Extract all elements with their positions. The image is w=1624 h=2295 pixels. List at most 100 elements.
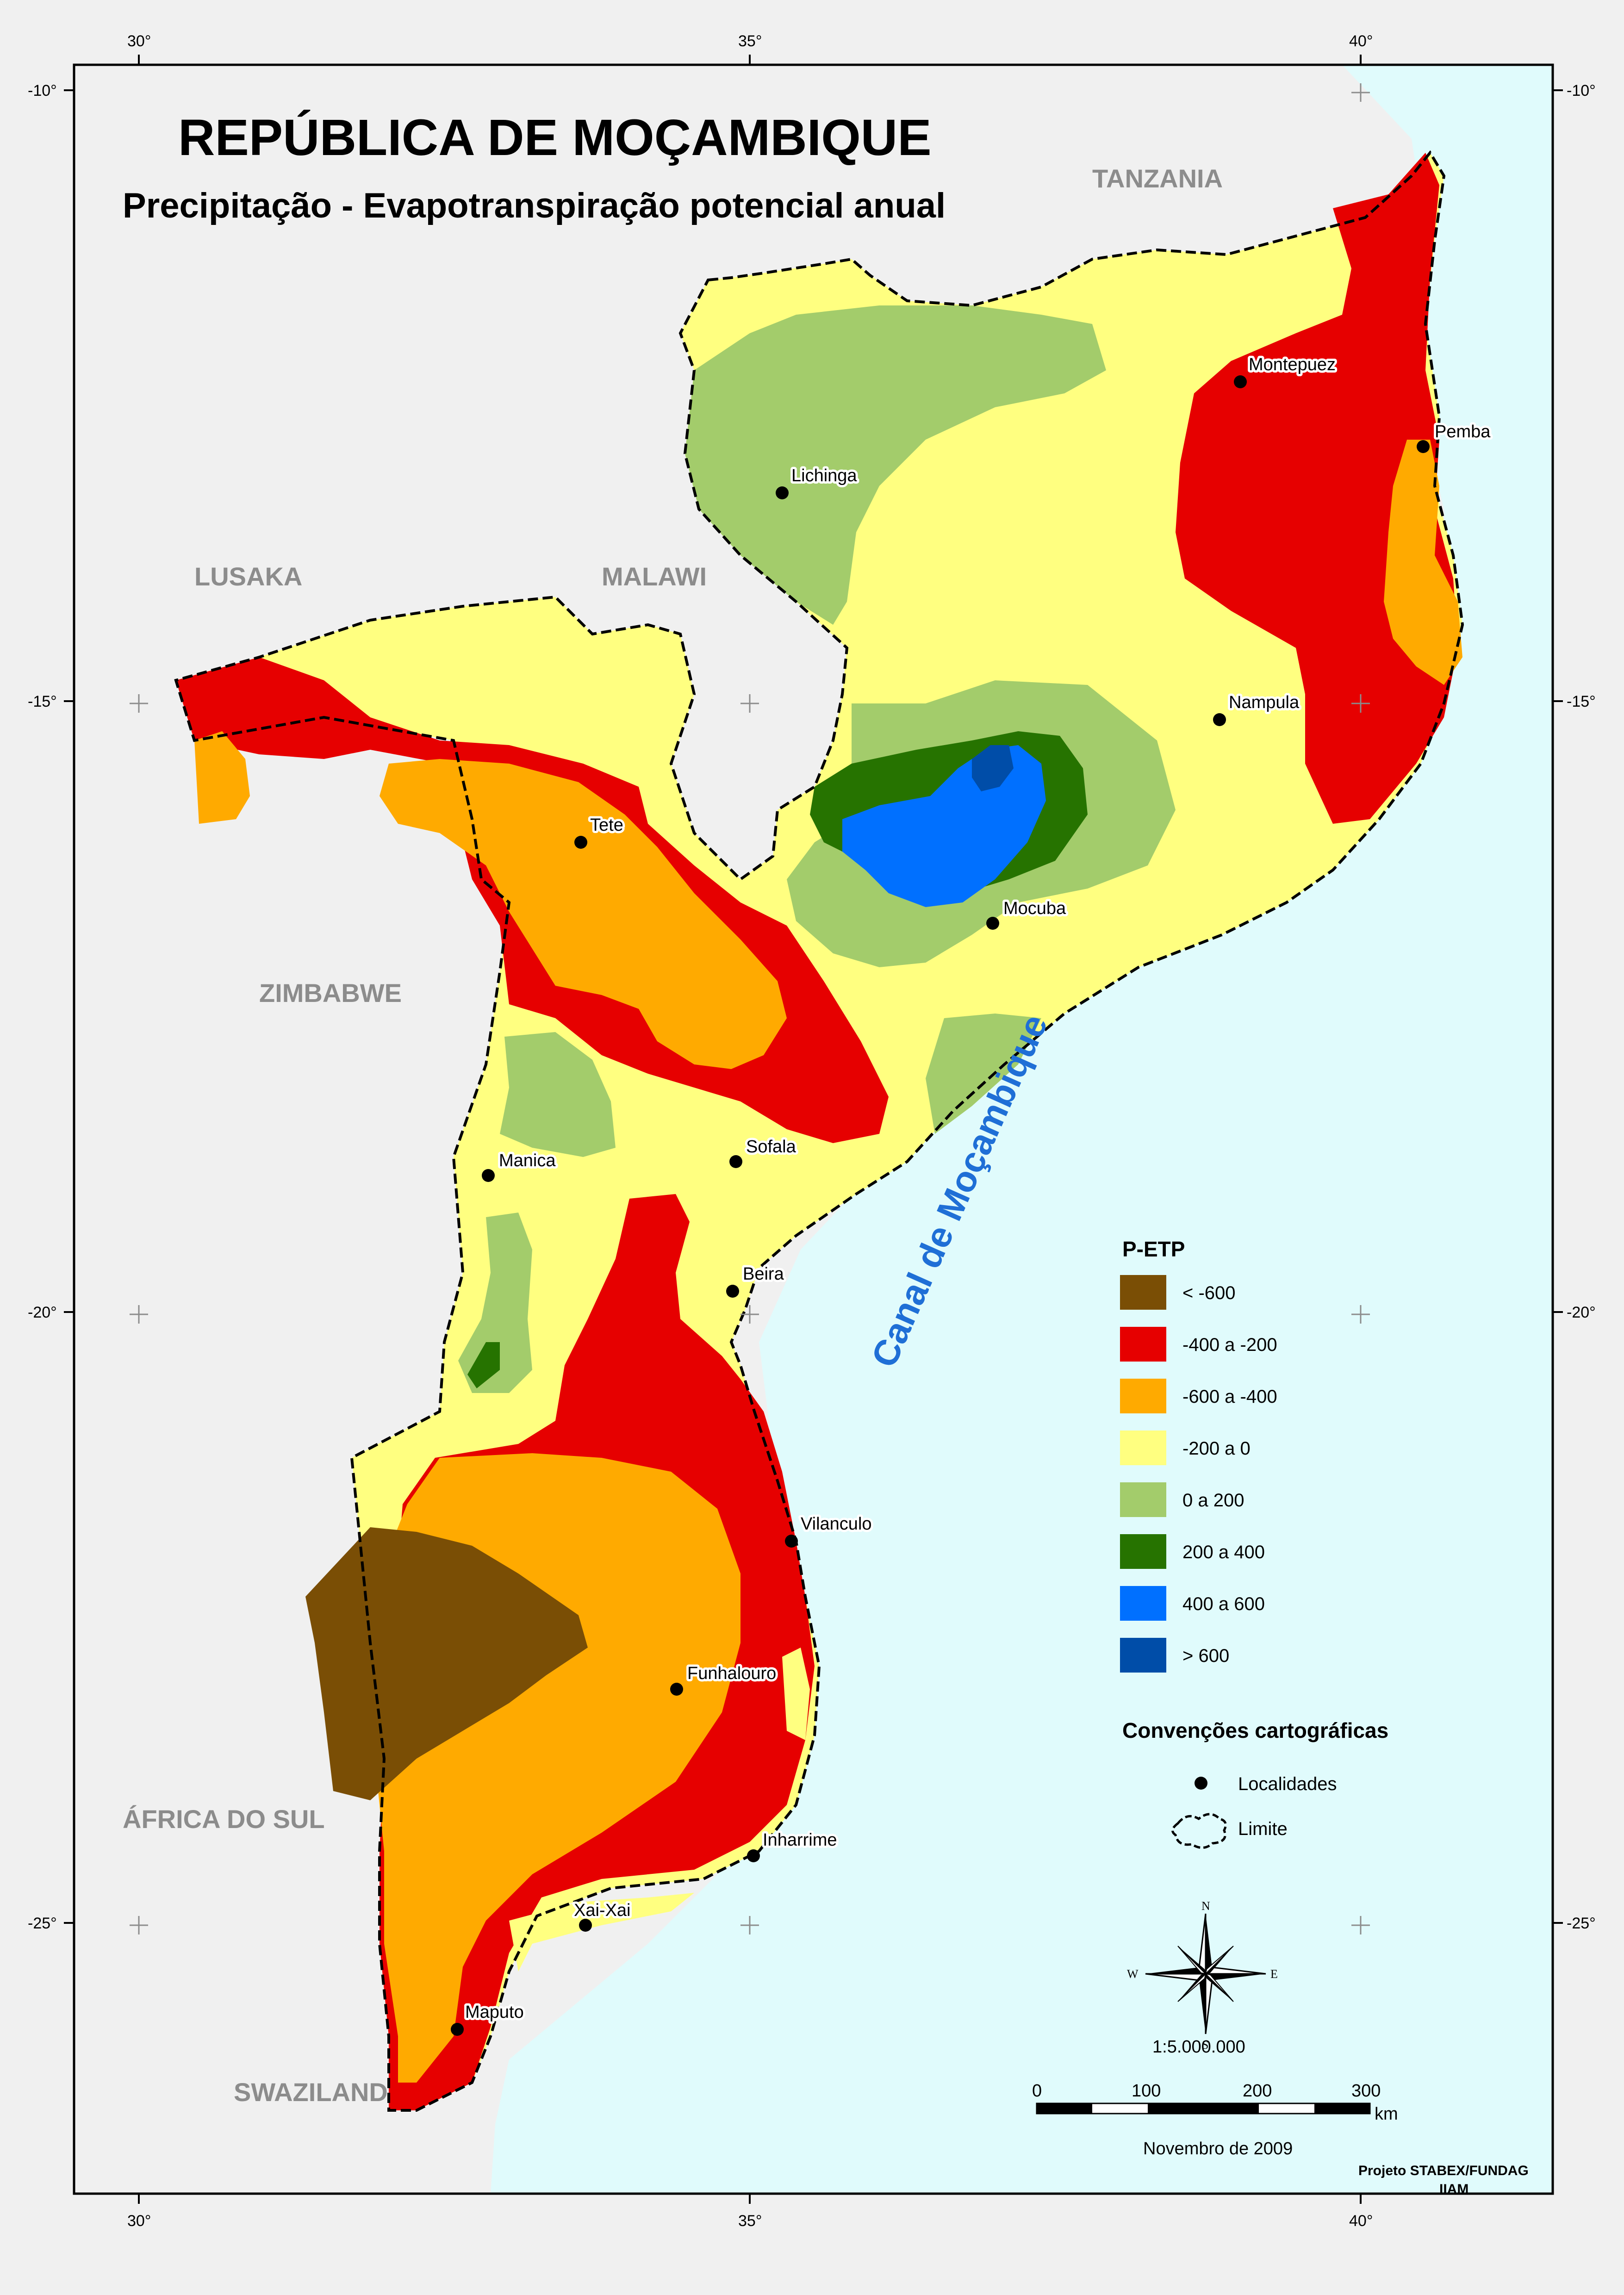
zone-minus200-0-funhalouro: [782, 1648, 810, 1740]
lat-tick-left-15: -15°: [28, 693, 57, 710]
city-dot-nampula: [1213, 713, 1226, 726]
city-label-maputo: Maputo: [465, 2003, 524, 2022]
scale-ratio: 1:5.000.000: [1152, 2037, 1245, 2057]
lon-tick-top-30: 30°: [127, 32, 151, 50]
city-label-tete: Tete: [590, 815, 623, 835]
legend-swatch: [1120, 1327, 1166, 1362]
city-dot-funhalouro: [670, 1683, 683, 1696]
city-dot-montepuez: [1234, 375, 1247, 388]
legend-label: -600 a -400: [1182, 1387, 1277, 1407]
country-label-malawi: MALAWI: [602, 562, 707, 591]
city-dot-tete: [574, 836, 587, 849]
city-dot-maputo: [451, 2023, 464, 2036]
country-label-lusaka: LUSAKA: [194, 562, 302, 591]
lat-tick-right-25: -25°: [1567, 1915, 1596, 1932]
conventions-title: Convenções cartográficas: [1122, 1718, 1388, 1742]
compass-rose-icon: N S E W: [1127, 1899, 1278, 2052]
lon-tick-top-35: 35°: [738, 32, 762, 50]
lon-tick-bottom-40: 40°: [1349, 2212, 1373, 2230]
graticule: [130, 83, 1370, 1934]
city-label-sofala: Sofala: [746, 1137, 796, 1157]
legend-label: > 600: [1182, 1646, 1229, 1666]
city-dot-pemba: [1417, 440, 1430, 453]
legend-swatch: [1120, 1586, 1166, 1621]
city-dot-inharrime: [747, 1849, 760, 1862]
scale-tick-200: 200: [1243, 2081, 1272, 2101]
country-label-south-africa: ÁFRICA DO SUL: [123, 1804, 325, 1834]
city-label-lichinga: Lichinga: [791, 466, 857, 485]
legend-swatch: [1120, 1379, 1166, 1413]
legend-swatch: [1120, 1482, 1166, 1517]
country-boundary: [174, 150, 1464, 2112]
localities-label: Localidades: [1238, 1774, 1337, 1794]
city-dot-xaixai: [579, 1919, 592, 1932]
compass-n: N: [1201, 1899, 1210, 1913]
scale-tick-0: 0: [1032, 2081, 1042, 2101]
city-label-inharrime: Inharrime: [763, 1830, 837, 1850]
compass-s: S: [1202, 2038, 1208, 2052]
zone-minus600-minus400-pemba: [1384, 440, 1462, 685]
scale-tick-300: 300: [1351, 2081, 1381, 2101]
scale-bar: 1:5.000.000 0 100 200 300 km: [1032, 2037, 1398, 2124]
legend-label: 400 a 600: [1182, 1594, 1265, 1614]
map-frame: [73, 63, 1554, 2195]
city-label-manica: Manica: [499, 1151, 556, 1170]
lat-tick-left-20: -20°: [28, 1304, 57, 1321]
city-label-montepuez: Montepuez: [1249, 355, 1336, 374]
city-label-xaixai: Xai-Xai: [574, 1901, 631, 1920]
zone-minus600-minus400-west: [380, 759, 787, 1069]
scale-tick-100: 100: [1132, 2081, 1161, 2101]
country-label-tanzania: TANZANIA: [1092, 164, 1223, 193]
legend-label: 200 a 400: [1182, 1542, 1265, 1562]
city-label-pemba: Pemba: [1435, 422, 1491, 442]
conventions: Convenções cartográficas Localidades Lim…: [1122, 1718, 1388, 1849]
lat-tick-left-10: -10°: [28, 82, 57, 100]
credit-line-1: Projeto STABEX/FUNDAG: [1358, 2163, 1529, 2178]
legend-label: -200 a 0: [1182, 1438, 1251, 1459]
legend-label: < -600: [1182, 1283, 1236, 1303]
sea: [491, 65, 1553, 2194]
lon-tick-top-40: 40°: [1349, 32, 1373, 50]
compass-e: E: [1270, 1967, 1278, 1981]
legend-swatch: [1120, 1430, 1166, 1465]
zone-minus400-minus200-ne: [1176, 153, 1458, 824]
zone-over-600: [972, 745, 1014, 791]
legend: P-ETP < -600 -400 a -200 -600 a -400 -200 a…: [1120, 1237, 1277, 1673]
limit-symbol: [1171, 1813, 1227, 1849]
city-dot-lichinga: [776, 486, 789, 499]
city-label-funhalouro: Funhalouro: [687, 1664, 776, 1683]
zone-200-400-south: [467, 1342, 500, 1388]
city-dot-sofala: [729, 1155, 742, 1168]
city-dot-beira: [726, 1285, 739, 1298]
zone-0-200-manica: [500, 1032, 616, 1157]
map-subtitle: Precipitação - Evapotranspiração potenci…: [123, 186, 946, 225]
map-date: Novembro de 2009: [1143, 2139, 1293, 2158]
legend-label: -400 a -200: [1182, 1335, 1277, 1355]
compass-w: W: [1127, 1967, 1139, 1981]
zone-minus200-0-xaixai: [509, 1893, 694, 1972]
lat-tick-right-15: -15°: [1567, 693, 1596, 710]
legend-swatch: [1120, 1275, 1166, 1310]
legend-label: 0 a 200: [1182, 1490, 1244, 1511]
zone-minus600-minus400-nw: [194, 731, 250, 824]
country-label-zimbabwe: ZIMBABWE: [259, 978, 402, 1008]
lon-tick-bottom-35: 35°: [738, 2212, 762, 2230]
lat-tick-left-25: -25°: [28, 1915, 57, 1932]
legend-title: P-ETP: [1122, 1237, 1185, 1261]
city-dot-vilanculo: [785, 1535, 798, 1548]
zone-under-minus600: [305, 1527, 588, 1800]
city-dot-manica: [482, 1169, 495, 1182]
lon-tick-bottom-30: 30°: [127, 2212, 151, 2230]
city-label-vilanculo: Vilanculo: [801, 1514, 872, 1534]
city-label-nampula: Nampula: [1229, 693, 1300, 712]
map-title: REPÚBLICA DE MOÇAMBIQUE: [178, 109, 932, 166]
zone-0-200-north: [685, 305, 1106, 625]
lat-tick-right-10: -10°: [1567, 82, 1596, 100]
lat-tick-right-20: -20°: [1567, 1304, 1596, 1321]
mozambique-zones: [176, 153, 1462, 2110]
city-label-beira: Beira: [743, 1264, 784, 1284]
frame-ticks: [64, 55, 1563, 2204]
cities: Montepuez Pemba Lichinga Nampula Tete Mo…: [451, 353, 1493, 2036]
zone-0-200-south: [458, 1213, 532, 1393]
